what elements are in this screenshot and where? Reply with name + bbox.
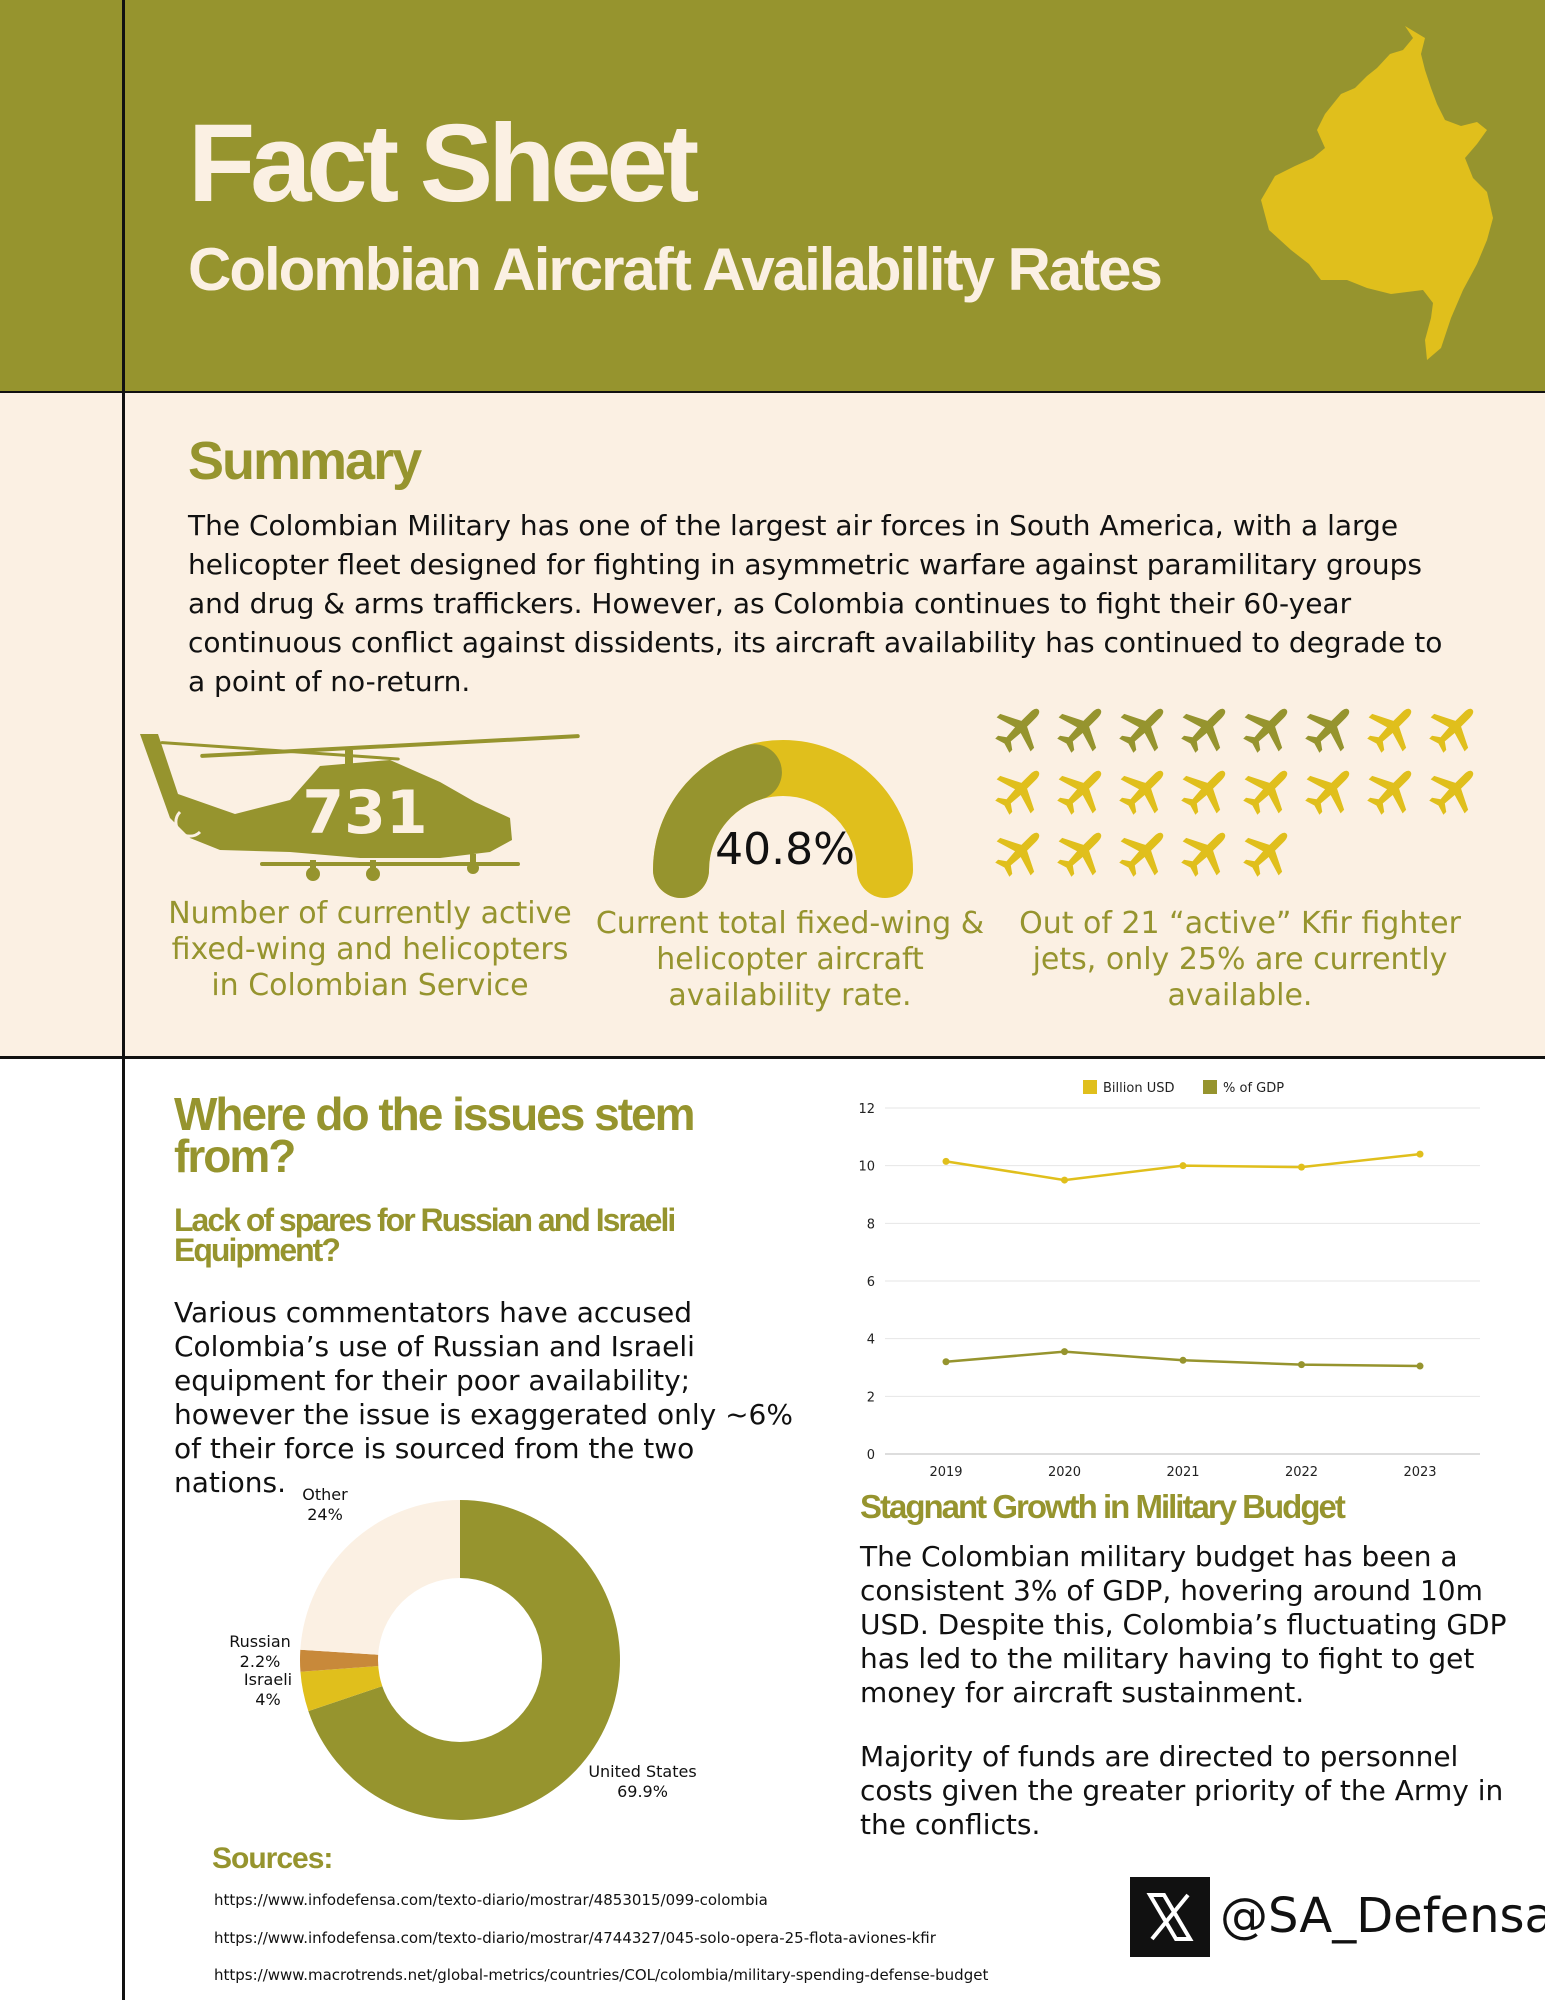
series-point: [1061, 1348, 1068, 1356]
issues-subheading: Lack of spares for Russian and Israeli E…: [174, 1202, 676, 1268]
page-title: Fact Sheet: [188, 102, 699, 225]
series-point: [1416, 1150, 1424, 1158]
x-tick-label: 2020: [1048, 1465, 1081, 1480]
jet-icon: [995, 708, 1040, 753]
availability-rate-value: 40.8%: [715, 824, 855, 875]
legend-swatch: [1203, 1080, 1217, 1094]
y-tick-label: 0: [867, 1448, 875, 1463]
jet-icon: [1429, 708, 1474, 753]
jet-icon: [1181, 770, 1226, 815]
jet-icon: [1243, 832, 1288, 877]
donut-hole: [378, 1578, 542, 1742]
page-subtitle: Colombian Aircraft Availability Rates: [188, 236, 1163, 303]
legend-label: Billion USD: [1103, 1081, 1174, 1096]
x-tick-label: 2022: [1285, 1465, 1318, 1480]
y-tick-label: 8: [867, 1217, 875, 1232]
x-tick-label: 2019: [929, 1465, 962, 1480]
vertical-rule: [122, 0, 125, 2000]
jet-icon: [1367, 708, 1412, 753]
jet-icon: [1429, 770, 1474, 815]
jet-icon: [1305, 708, 1350, 753]
legend-label: % of GDP: [1223, 1081, 1284, 1096]
series-point: [1298, 1361, 1305, 1369]
budget-text: The Colombian military budget has been a…: [860, 1540, 1507, 1709]
y-tick-label: 12: [858, 1102, 875, 1117]
pie-label-united-states: United States 69.9%: [588, 1762, 697, 1801]
y-tick-label: 6: [867, 1275, 875, 1290]
origin-donut-chart: [300, 1500, 620, 1820]
y-tick-label: 4: [867, 1333, 875, 1348]
jet-icon: [995, 832, 1040, 877]
series-point: [1298, 1163, 1305, 1171]
source-link-1[interactable]: https://www.infodefensa.com/texto-diario…: [214, 1891, 768, 1909]
series-point: [942, 1157, 950, 1165]
jet-icon: [1057, 708, 1102, 753]
jet-icon: [1119, 708, 1164, 753]
jet-icon: [1305, 770, 1350, 815]
x-tick-label: 2021: [1166, 1465, 1199, 1480]
legend-swatch: [1083, 1080, 1097, 1094]
sources-heading: Sources:: [212, 1842, 333, 1875]
pie-label-russian: Russian 2.2%: [229, 1632, 291, 1671]
availability-gauge: [653, 740, 913, 898]
budget-line-chart: Billion USD % of GDP 0 2 4 6 8 10 12 2019 2020 2021…: [858, 1080, 1480, 1480]
jet-icon: [1057, 770, 1102, 815]
jet-icon: [1119, 832, 1164, 877]
series-point: [1416, 1362, 1424, 1370]
summary-section: [0, 393, 1545, 1056]
kfir-caption: Out of 21 “active” Kfir fighter jets, on…: [1019, 906, 1461, 1013]
series-point: [942, 1358, 950, 1366]
availability-caption: Current total fixed-wing & helicopter ai…: [595, 906, 985, 1013]
summary-heading: Summary: [188, 431, 422, 491]
colombia-map-icon: [1261, 26, 1493, 360]
series-point: [1179, 1162, 1187, 1170]
jet-icon: [995, 770, 1040, 815]
jet-icon: [1181, 832, 1226, 877]
jet-icon: [1367, 770, 1412, 815]
pie-label-other: Other 24%: [302, 1485, 348, 1524]
pie-label-israeli: Israeli 4%: [243, 1670, 293, 1709]
social-handle[interactable]: @SA_Defensa: [1220, 1888, 1545, 1944]
divider: [0, 1056, 1545, 1059]
x-logo-icon[interactable]: [1130, 1877, 1210, 1957]
issues-heading: Where do the issues stem from?: [174, 1088, 696, 1182]
helicopter-icon: [140, 734, 580, 881]
x-tick-label: 2023: [1403, 1465, 1436, 1480]
budget-heading: Stagnant Growth in Military Budget: [860, 1488, 1346, 1525]
helicopter-count: 731: [302, 778, 428, 848]
y-tick-label: 2: [867, 1390, 875, 1405]
jet-icon: [1243, 708, 1288, 753]
jet-icon: [1057, 832, 1102, 877]
gauge-fill: [653, 744, 782, 898]
issues-text: Various commentators have accused Colomb…: [174, 1296, 793, 1499]
divider: [0, 391, 1545, 394]
budget-text-2: Majority of funds are directed to person…: [860, 1740, 1504, 1841]
jet-icon: [1119, 770, 1164, 815]
summary-text: The Colombian Military has one of the la…: [188, 509, 1443, 698]
jet-icon: [1181, 708, 1226, 753]
y-tick-label: 10: [858, 1160, 875, 1175]
helicopter-caption: Number of currently active fixed-wing an…: [168, 896, 572, 1003]
series-point: [1061, 1176, 1068, 1184]
source-link-2[interactable]: https://www.infodefensa.com/texto-diario…: [214, 1929, 936, 1947]
series-point: [1179, 1356, 1187, 1364]
jet-icon: [1243, 770, 1288, 815]
source-link-3[interactable]: https://www.macrotrends.net/global-metri…: [214, 1966, 989, 1984]
kfir-jet-pictogram: [992, 700, 1492, 890]
